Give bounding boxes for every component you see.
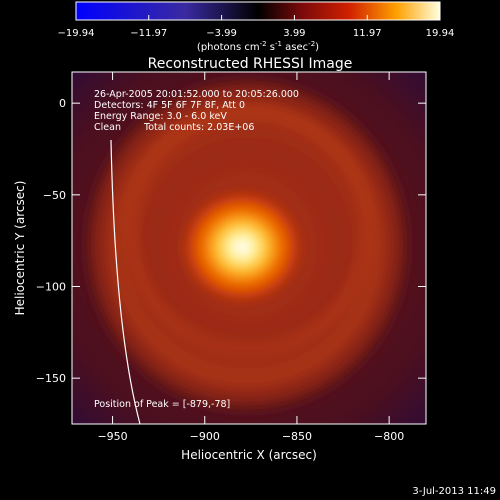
x-tick-label: −900 bbox=[190, 430, 220, 443]
y-tick-label: −100 bbox=[36, 281, 66, 294]
chart-title: Reconstructed RHESSI Image bbox=[148, 56, 353, 72]
image-heatmap bbox=[72, 72, 426, 424]
annotation-method: Clean bbox=[94, 122, 121, 133]
annotation-energy: Energy Range: 3.0 - 6.0 keV bbox=[94, 111, 227, 122]
y-tick-label: −150 bbox=[36, 372, 66, 385]
x-axis-label: Heliocentric X (arcsec) bbox=[181, 448, 317, 462]
plot-frame bbox=[71, 71, 427, 425]
x-tick-label: −800 bbox=[374, 430, 404, 443]
x-tick-label: −850 bbox=[282, 430, 312, 443]
annotation-peak-position: Position of Peak = [-879,-78] bbox=[94, 399, 230, 410]
annotation-counts: Total counts: 2.03E+06 bbox=[143, 122, 254, 133]
annotation-detectors: Detectors: 4F 5F 6F 7F 8F, Att 0 bbox=[94, 100, 245, 111]
y-tick-label: −50 bbox=[43, 189, 66, 202]
colorbar-ticks: −19.94 −11.97 −3.99 3.99 11.97 19.94 bbox=[57, 15, 454, 39]
y-axis-ticks: −150 −100 −50 0 bbox=[36, 97, 426, 385]
y-axis-label: Heliocentric Y (arcsec) bbox=[13, 181, 27, 316]
x-axis-ticks: −950 −900 −850 −800 bbox=[97, 72, 404, 443]
annotation-time-range: 26-Apr-2005 20:01:52.000 to 20:05:26.000 bbox=[94, 89, 299, 100]
limb-curve bbox=[110, 139, 141, 424]
colorbar-tick-label: 11.97 bbox=[353, 28, 382, 39]
colorbar-tick-label: 3.99 bbox=[283, 28, 305, 39]
x-tick-label: −950 bbox=[97, 430, 127, 443]
colorbar-tick-label: −11.97 bbox=[130, 28, 167, 39]
footer-date: 3-Jul-2013 11:49 bbox=[412, 486, 496, 497]
colorbar-tick-label: −19.94 bbox=[57, 28, 94, 39]
colorbar-tick-label: −3.99 bbox=[206, 28, 237, 39]
colorbar-tick-label: 19.94 bbox=[426, 28, 455, 39]
y-tick-label: 0 bbox=[59, 97, 66, 110]
colorbar bbox=[75, 1, 441, 21]
colorbar-units: (photons cm-2 s-1 asec-2) bbox=[197, 40, 319, 53]
peak-source bbox=[180, 189, 304, 305]
